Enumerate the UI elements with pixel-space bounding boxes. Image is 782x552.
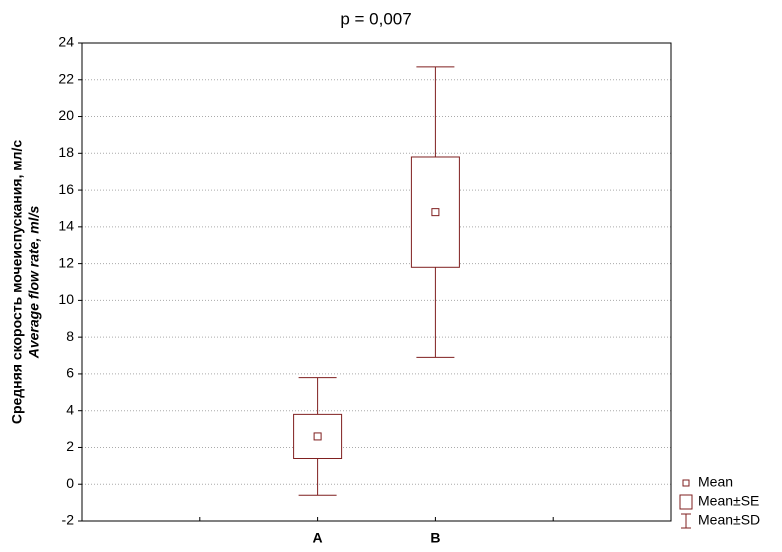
y-tick-label: 0 xyxy=(66,475,74,491)
legend-symbol xyxy=(679,494,693,510)
legend-label: Mean xyxy=(698,474,733,490)
y-tick-label: 24 xyxy=(58,34,74,50)
chart-title: p = 0,007 xyxy=(340,9,411,28)
y-tick-label: 8 xyxy=(66,328,74,344)
plot-frame xyxy=(81,42,672,522)
mean-marker xyxy=(313,432,322,441)
mean-marker xyxy=(431,208,440,217)
legend-label: Mean±SD xyxy=(698,512,760,528)
y-tick-label: 22 xyxy=(58,70,74,86)
y-axis-label: Average flow rate, ml/s xyxy=(26,206,42,360)
y-tick-label: 12 xyxy=(58,254,74,270)
y-axis-label: Средняя скорость мочеиспускания, мл/с xyxy=(9,140,25,425)
y-tick-label: 2 xyxy=(66,438,74,454)
y-tick-label: 4 xyxy=(66,401,74,417)
x-tick-label: B xyxy=(430,530,440,546)
y-tick-label: -2 xyxy=(62,512,75,528)
y-tick-label: 10 xyxy=(58,291,74,307)
x-tick-label: A xyxy=(313,530,323,546)
y-tick-label: 16 xyxy=(58,181,74,197)
legend-label: Mean±SE xyxy=(698,493,759,509)
y-tick-label: 18 xyxy=(58,144,74,160)
y-tick-label: 14 xyxy=(58,218,74,234)
legend-symbol xyxy=(682,479,690,487)
y-tick-label: 20 xyxy=(58,107,74,123)
y-tick-label: 6 xyxy=(66,365,74,381)
